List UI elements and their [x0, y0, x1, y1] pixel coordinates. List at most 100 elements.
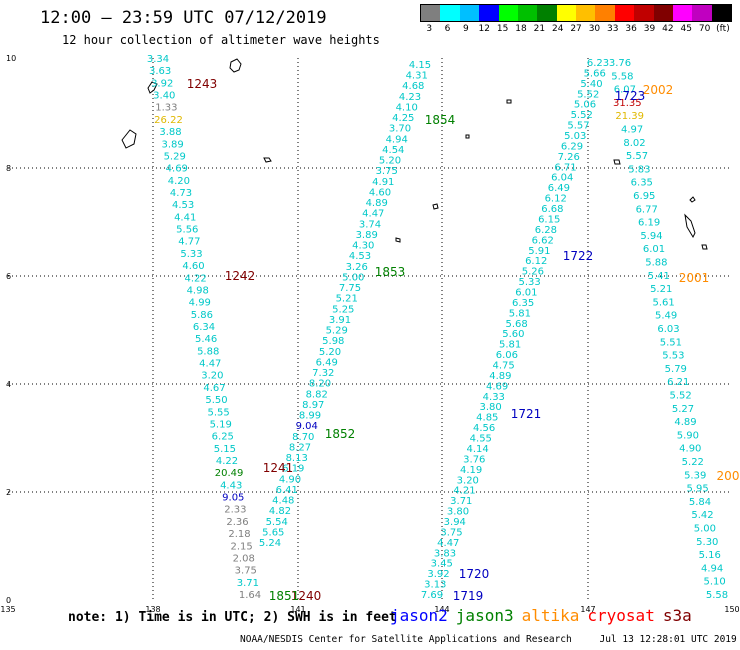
wave-height-value: 6.49 [316, 357, 338, 368]
wave-height-value: 3.76 [609, 58, 631, 69]
wave-height-value: 4.94 [701, 563, 723, 574]
wave-height-value: 4.77 [178, 237, 200, 248]
wave-height-value: 6.23 [587, 58, 609, 69]
wave-height-value: 6.68 [541, 204, 563, 215]
island-coast [506, 99, 512, 104]
wave-height-value: 4.41 [174, 212, 196, 223]
wave-height-value: 5.81 [499, 340, 521, 351]
scale-label: 12 [478, 24, 490, 34]
wave-height-scale: 3 6 9 12 15 18 21 24 27 30 33 36 39 42 45 70 (ft) [420, 4, 732, 34]
wave-height-value: 3.45 [431, 559, 453, 570]
island-coast [432, 203, 439, 210]
wave-height-value: 5.30 [696, 537, 718, 548]
wave-height-value: 3.71 [237, 578, 259, 589]
wave-height-value: 3.92 [151, 78, 173, 89]
wave-height-value: 4.89 [489, 371, 511, 382]
island-coast [395, 237, 401, 243]
wave-height-value: 6.71 [554, 162, 576, 173]
wave-height-value: 5.29 [164, 152, 186, 163]
pass-time-label: 1243 [187, 77, 218, 91]
wave-height-value: 5.79 [665, 364, 687, 375]
wave-height-value: 5.40 [580, 79, 602, 90]
wave-height-value: 8.13 [286, 453, 308, 464]
axis-ticks: 135 138 141 144 147 150 0 2 4 6 8 10 [0, 54, 739, 614]
wave-height-value: 5.20 [319, 347, 341, 358]
scale-swatch [595, 5, 615, 21]
wave-height-value: 6.07 [614, 85, 636, 96]
scale-label: 45 [680, 24, 692, 34]
wave-height-value: 3.89 [161, 139, 183, 150]
land-outlines [121, 58, 708, 250]
footer-timestamp: Jul 13 12:28:01 UTC 2019 [599, 634, 737, 645]
wave-height-value: 4.47 [362, 209, 384, 220]
wave-height-value: 5.52 [577, 89, 599, 100]
wave-height-value: 5.52 [669, 391, 691, 402]
island-coast [689, 196, 696, 203]
wave-height-value: 2.33 [224, 505, 246, 516]
wave-height-value: 3.63 [149, 66, 171, 77]
wave-height-value: 4.20 [168, 176, 190, 187]
wave-height-value: 4.14 [466, 444, 488, 455]
wave-height-value: 8.02 [623, 138, 645, 149]
x-tick-label: 144 [434, 605, 449, 614]
wave-height-value: 5.88 [645, 258, 667, 269]
wave-height-value: 3.74 [359, 219, 381, 230]
wave-height-value: 5.61 [652, 297, 674, 308]
scale-label: 30 [588, 24, 601, 34]
wave-height-value: 6.34 [193, 322, 215, 333]
wave-height-value: 4.47 [437, 538, 459, 549]
y-tick-label: 0 [6, 596, 11, 605]
pass-time-label: 1241 [263, 461, 294, 475]
wave-height-value: 4.48 [272, 496, 294, 507]
wave-height-value: 5.94 [640, 231, 662, 242]
wave-height-value: 3.20 [457, 475, 479, 486]
island-coast [684, 213, 696, 239]
wave-height-value: 4.23 [399, 92, 421, 103]
wave-height-value: 3.71 [450, 496, 472, 507]
pass-time-label: 1242 [225, 269, 256, 283]
wave-height-value: 4.30 [352, 241, 374, 252]
wave-height-value: 1.33 [155, 103, 177, 114]
island-coast [701, 244, 708, 250]
wave-height-value: 20.49 [215, 468, 244, 479]
wave-height-value: 2.18 [228, 529, 250, 540]
wave-height-value: 5.81 [509, 308, 531, 319]
pass-time-label: 1720 [459, 567, 490, 581]
wave-height-value: 4.53 [349, 251, 371, 262]
wave-height-value: 4.94 [386, 134, 408, 145]
island-coast [147, 81, 158, 94]
wave-height-value: 7.32 [312, 368, 334, 379]
map-footer: NOAA/NESDIS Center for Satellite Applica… [240, 634, 740, 645]
wave-height-value: 5.66 [584, 68, 606, 79]
pass-time-label: 1719 [453, 589, 484, 603]
scale-label: 27 [570, 24, 582, 34]
wave-height-value: 5.53 [662, 351, 684, 362]
x-tick-label: 141 [290, 605, 305, 614]
wave-height-value: 5.95 [686, 484, 708, 495]
wave-height-value: 4.69 [486, 381, 508, 392]
wave-height-value: 1.64 [239, 590, 261, 601]
scale-swatch [556, 5, 576, 21]
scale-swatch [459, 5, 480, 21]
pass-time-label: 2001 [679, 271, 710, 285]
wave-height-value: 5.00 [694, 524, 716, 535]
wave-height-value: 6.35 [512, 298, 534, 309]
wave-height-value: 3.80 [447, 507, 469, 518]
wave-height-value: 6.29 [561, 142, 583, 153]
wave-height-value: 4.60 [369, 188, 391, 199]
wave-height-value: 6.49 [548, 183, 570, 194]
wave-height-value: 4.90 [679, 444, 701, 455]
wave-height-value: 6.95 [633, 191, 655, 202]
map-title: 12:00 – 23:59 UTC 07/12/2019 [40, 8, 327, 28]
wave-height-value: 5.58 [611, 71, 633, 82]
wave-height-value: 4.55 [470, 434, 492, 445]
pass-time-labels: 1243 1242 1241 1240 1854 1853 1852 1851 1723 1722… [187, 77, 740, 603]
pass-time-label: 1851 [269, 589, 300, 603]
wave-height-value: 4.33 [483, 392, 505, 403]
wave-height-value: 4.47 [199, 359, 221, 370]
scale-label: 39 [643, 24, 656, 34]
wave-height-value: 7.75 [339, 283, 361, 294]
wave-height-value: 5.46 [195, 334, 217, 345]
scale-label: 24 [551, 24, 564, 34]
